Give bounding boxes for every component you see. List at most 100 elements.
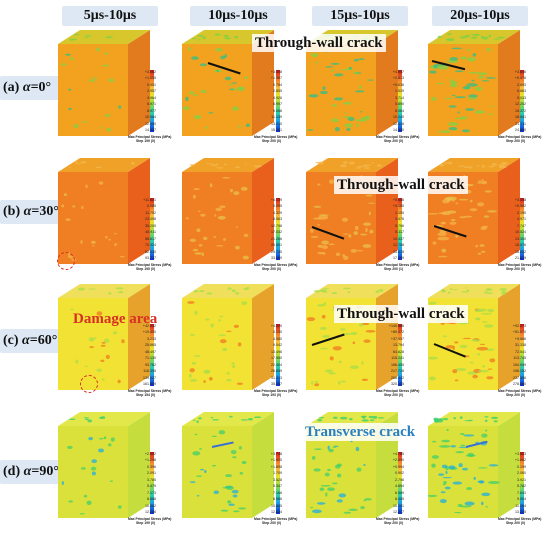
legend-colorbar xyxy=(150,324,154,386)
legend-tick-label: +2.992 xyxy=(144,452,156,456)
legend-tick-label: +1.898 xyxy=(270,464,282,469)
legend-tick-label: 58.617 xyxy=(145,236,156,241)
legend-step: Step 200 (0) xyxy=(384,393,404,397)
legend-tick-label: 9.504 xyxy=(517,497,526,502)
legend-tick-label: +1.055 xyxy=(144,76,156,81)
legend-tick-label: +3.062 xyxy=(144,70,156,74)
legend-colorbar xyxy=(150,198,154,260)
legend-tick-label: +3.358 xyxy=(270,70,282,74)
legend-tick-label: 35.205 xyxy=(145,223,156,228)
legend-step: Step 200 (0) xyxy=(506,139,526,143)
legend-tick-label: 70.324 xyxy=(145,243,156,248)
legend-tick-label: 8.977 xyxy=(147,108,156,113)
legend-tick-label: 13.210 xyxy=(271,121,282,126)
legend-caption: Max Principal Stress (MPa) xyxy=(128,517,172,521)
legend-tick-label: 10.437 xyxy=(393,236,404,241)
legend-tick-label: 0.951 xyxy=(147,82,156,87)
legend-tick-label: +3.748 xyxy=(270,452,282,456)
legend-tick-label: 2.957 xyxy=(147,89,156,94)
legend-tick-label: +4.139 xyxy=(270,198,282,202)
legend-tick-label: 10.381 xyxy=(393,503,404,508)
legend-tick-label: 31.338 xyxy=(515,343,526,348)
legend-tick-label: +3.646 xyxy=(514,70,526,74)
legend-colorbar xyxy=(276,198,280,260)
legend-tick-label: +2.813 xyxy=(392,76,404,81)
legend-tick-label: 12.416 xyxy=(393,121,404,126)
legend-tick-label: 10.240 xyxy=(393,115,404,120)
legend-tick-label: 4.926 xyxy=(273,95,282,100)
legend-tick-label: 21.629 xyxy=(515,256,526,260)
legend-tick-label: +0.582 xyxy=(514,204,526,209)
legend-tick-label: 15.372 xyxy=(515,108,526,113)
legend-tick-label: 24.880 xyxy=(515,128,526,132)
legend-tick-label: 33.969 xyxy=(271,256,282,260)
legend-tick-label: 2.798 xyxy=(395,477,404,482)
legend-tick-label: 12.798 xyxy=(271,223,282,228)
column-header-4: 20μs-10μs xyxy=(432,6,528,26)
legend-tick-label: +5.486 xyxy=(392,198,404,202)
legend-tick-label: 5.863 xyxy=(517,89,526,94)
legend-caption: Max Principal Stress (MPa) xyxy=(376,135,420,139)
legend-tick-label: 12.624 xyxy=(271,510,282,514)
legend-tick-label: +0.994 xyxy=(392,464,404,469)
legend-tick-label: 17.950 xyxy=(271,356,282,361)
legend-colorbar xyxy=(150,70,154,132)
legend-colorbar xyxy=(520,198,524,260)
legend-colorbar xyxy=(150,452,154,514)
legend-tick-label: 14.997 xyxy=(145,128,156,132)
legend-step: Step 199 (0) xyxy=(136,139,156,143)
legend-tick-label: 12.990 xyxy=(145,121,156,126)
legend-tick-label: +3.165 xyxy=(392,204,404,209)
legend-tick-label: 5.347 xyxy=(273,484,282,489)
legend-tick-label: 12.202 xyxy=(515,102,526,107)
legend-tick-label: 0.784 xyxy=(273,82,282,87)
legend-tick-label: 0.130 xyxy=(273,330,282,335)
legend-tick-label: +3.358 xyxy=(514,198,526,202)
legend-tick-label: 26.859 xyxy=(271,369,282,374)
column-header-3: 15μs-10μs xyxy=(312,6,408,26)
legend-caption: Max Principal Stress (MPa) xyxy=(254,135,298,139)
legend-colorbar xyxy=(398,198,402,260)
legend-step: Step 193 (0) xyxy=(262,393,282,397)
legend-tick-label: 64.828 xyxy=(393,349,404,354)
legend-caption: Max Principal Stress (MPa) xyxy=(498,135,542,139)
legend-tick-label: 71.130 xyxy=(145,356,156,361)
legend-tick-label: 31.313 xyxy=(271,375,282,380)
legend-tick-label: 115.241 xyxy=(391,356,404,361)
annotation-through-wall-crack-a: Through-wall crack xyxy=(252,34,386,52)
legend-tick-label: 139.027 xyxy=(143,375,156,380)
legend-colorbar xyxy=(398,70,402,132)
legend-colorbar xyxy=(520,324,524,386)
legend-tick-label: 9.042 xyxy=(273,343,282,348)
legend-tick-label: 196.152 xyxy=(513,369,526,374)
legend-tick-label: +1.387 xyxy=(270,76,282,81)
legend-step: Step 200 (0) xyxy=(384,139,404,143)
legend-tick-label: +0.476 xyxy=(514,76,526,81)
legend-tick-label: 18.852 xyxy=(515,249,526,254)
legend-step: Step 200 (0) xyxy=(262,521,282,525)
legend-tick-label: 217.728 xyxy=(391,369,404,374)
legend-caption: Max Principal Stress (MPa) xyxy=(128,389,172,393)
legend-tick-label: 17.032 xyxy=(271,230,282,235)
annotation-transverse-crack: Transverse crack xyxy=(302,423,419,441)
legend-tick-label: 11.364 xyxy=(515,503,526,508)
legend-tick-label: 161.659 xyxy=(143,382,156,386)
legend-tick-label: 48.497 xyxy=(145,349,156,354)
legend-step: Step 200 (0) xyxy=(506,393,526,397)
legend-tick-label: 21.711 xyxy=(515,121,526,126)
legend-tick-label: 4.580 xyxy=(273,336,282,341)
legend-tick-label: +1.298 xyxy=(144,458,156,463)
legend-tick-label: 1.155 xyxy=(395,210,404,215)
legend-tick-label: 11.792 xyxy=(145,210,156,215)
legend-tick-label: 3.785 xyxy=(147,477,156,482)
legend-tick-label: 8.986 xyxy=(273,497,282,502)
legend-tick-label: 0.085 xyxy=(147,204,156,209)
legend-step: Step 200 (0) xyxy=(506,267,526,271)
legend-tick-label: 5.890 xyxy=(395,102,404,107)
legend-caption: Max Principal Stress (MPa) xyxy=(376,389,420,393)
legend-tick-label: 23.498 xyxy=(145,217,156,222)
legend-tick-label: 0.902 xyxy=(395,471,404,476)
legend-tick-label: 15.078 xyxy=(393,249,404,254)
legend-tick-label: 3.233 xyxy=(147,336,156,341)
legend-tick-label: +4.320 xyxy=(270,324,282,328)
